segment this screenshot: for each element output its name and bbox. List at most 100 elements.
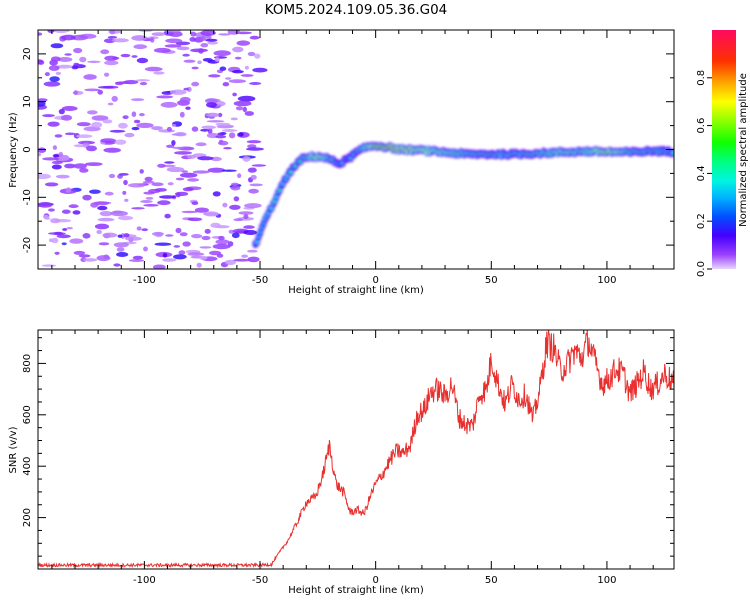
snr-background: [38, 330, 674, 569]
colorbar-ticks: 0.0 0.2 0.4 0.6 0.8: [696, 70, 712, 277]
noise-blob: [233, 218, 244, 222]
noise-blob: [48, 65, 60, 71]
track-core: [671, 151, 674, 155]
noise-blob: [131, 111, 137, 117]
noise-blob: [247, 144, 257, 149]
noise-blob: [100, 49, 110, 55]
noise-blob: [244, 203, 262, 209]
noise-blob: [54, 134, 63, 138]
figure-title: KOM5.2024.109.05.36.G04: [265, 2, 448, 18]
noise-blob: [160, 101, 178, 108]
noise-blob: [197, 156, 214, 161]
noise-blob: [130, 98, 145, 101]
noise-blob: [51, 164, 62, 170]
noise-blob: [194, 207, 209, 213]
noise-blob: [38, 32, 43, 36]
snr-ticks: -100 -50 0 50 100 200 400 600 800: [22, 330, 674, 586]
noise-blob: [247, 167, 257, 173]
noise-blob: [246, 147, 264, 151]
noise-blob: [62, 228, 68, 231]
noise-blob: [91, 115, 109, 121]
noise-blob: [171, 140, 176, 146]
noise-blob: [38, 100, 46, 107]
noise-blob: [249, 82, 262, 85]
noise-blob: [151, 32, 166, 36]
noise-blob: [238, 211, 254, 215]
noise-blob: [233, 196, 240, 202]
noise-blob: [109, 129, 126, 133]
noise-blob: [116, 247, 125, 252]
noise-blob: [78, 254, 91, 258]
noise-blob: [97, 217, 115, 222]
noise-blob: [167, 182, 174, 186]
noise-blob: [150, 37, 155, 43]
noise-blob: [181, 210, 198, 214]
noise-blob: [117, 234, 123, 238]
noise-blob: [38, 59, 44, 65]
noise-blob: [44, 217, 51, 220]
noise-blob: [162, 164, 176, 168]
spectrogram-signal-track: [252, 141, 674, 249]
spectrogram-noise: [38, 30, 268, 269]
noise-blob: [230, 185, 241, 191]
noise-blob: [73, 250, 86, 255]
noise-blob: [140, 200, 153, 203]
noise-blob: [212, 243, 231, 250]
noise-blob: [182, 241, 191, 247]
noise-blob: [58, 108, 65, 115]
noise-blob: [44, 182, 59, 187]
noise-blob: [139, 113, 145, 117]
tick-label: -50: [252, 575, 268, 586]
noise-blob: [218, 140, 229, 146]
noise-blob: [83, 74, 97, 80]
noise-blob: [229, 204, 241, 210]
noise-blob: [243, 225, 255, 229]
noise-blob: [183, 87, 189, 91]
tick-label: 20: [22, 48, 33, 61]
noise-blob: [162, 258, 177, 262]
noise-blob: [157, 200, 171, 206]
noise-blob: [205, 112, 220, 118]
snr-frame: [37, 329, 675, 570]
noise-blob: [102, 232, 118, 238]
noise-blob: [98, 242, 110, 246]
noise-blob: [254, 53, 261, 59]
noise-blob: [93, 201, 110, 206]
noise-blob: [201, 235, 211, 241]
noise-blob: [242, 106, 247, 113]
noise-blob: [120, 53, 131, 58]
noise-blob: [187, 217, 203, 222]
tick-label: 100: [597, 575, 616, 586]
noise-blob: [230, 182, 239, 186]
noise-blob: [123, 179, 128, 186]
noise-blob: [237, 95, 256, 102]
noise-blob: [50, 218, 61, 224]
noise-blob: [201, 125, 216, 130]
noise-blob: [136, 122, 154, 128]
noise-blob: [124, 236, 142, 241]
noise-blob: [178, 250, 186, 256]
noise-blob: [186, 154, 197, 159]
noise-blob: [165, 38, 183, 44]
noise-blob: [207, 167, 226, 173]
noise-blob: [190, 31, 197, 37]
noise-blob: [199, 246, 212, 249]
noise-blob: [207, 128, 213, 135]
tick-label: 0: [22, 146, 33, 152]
noise-blob: [118, 122, 128, 129]
noise-blob: [252, 67, 268, 73]
noise-blob: [104, 55, 118, 61]
tick-label: 600: [22, 405, 33, 424]
noise-blob: [50, 56, 61, 62]
tick-label: 0: [372, 575, 378, 586]
noise-blob: [248, 188, 259, 194]
tick-label: 10: [22, 95, 33, 108]
noise-blob: [151, 182, 164, 187]
noise-blob: [38, 152, 42, 157]
noise-blob: [166, 126, 172, 132]
noise-blob: [154, 188, 167, 192]
noise-blob: [97, 205, 108, 211]
noise-blob: [180, 172, 198, 178]
noise-blob: [38, 147, 47, 153]
